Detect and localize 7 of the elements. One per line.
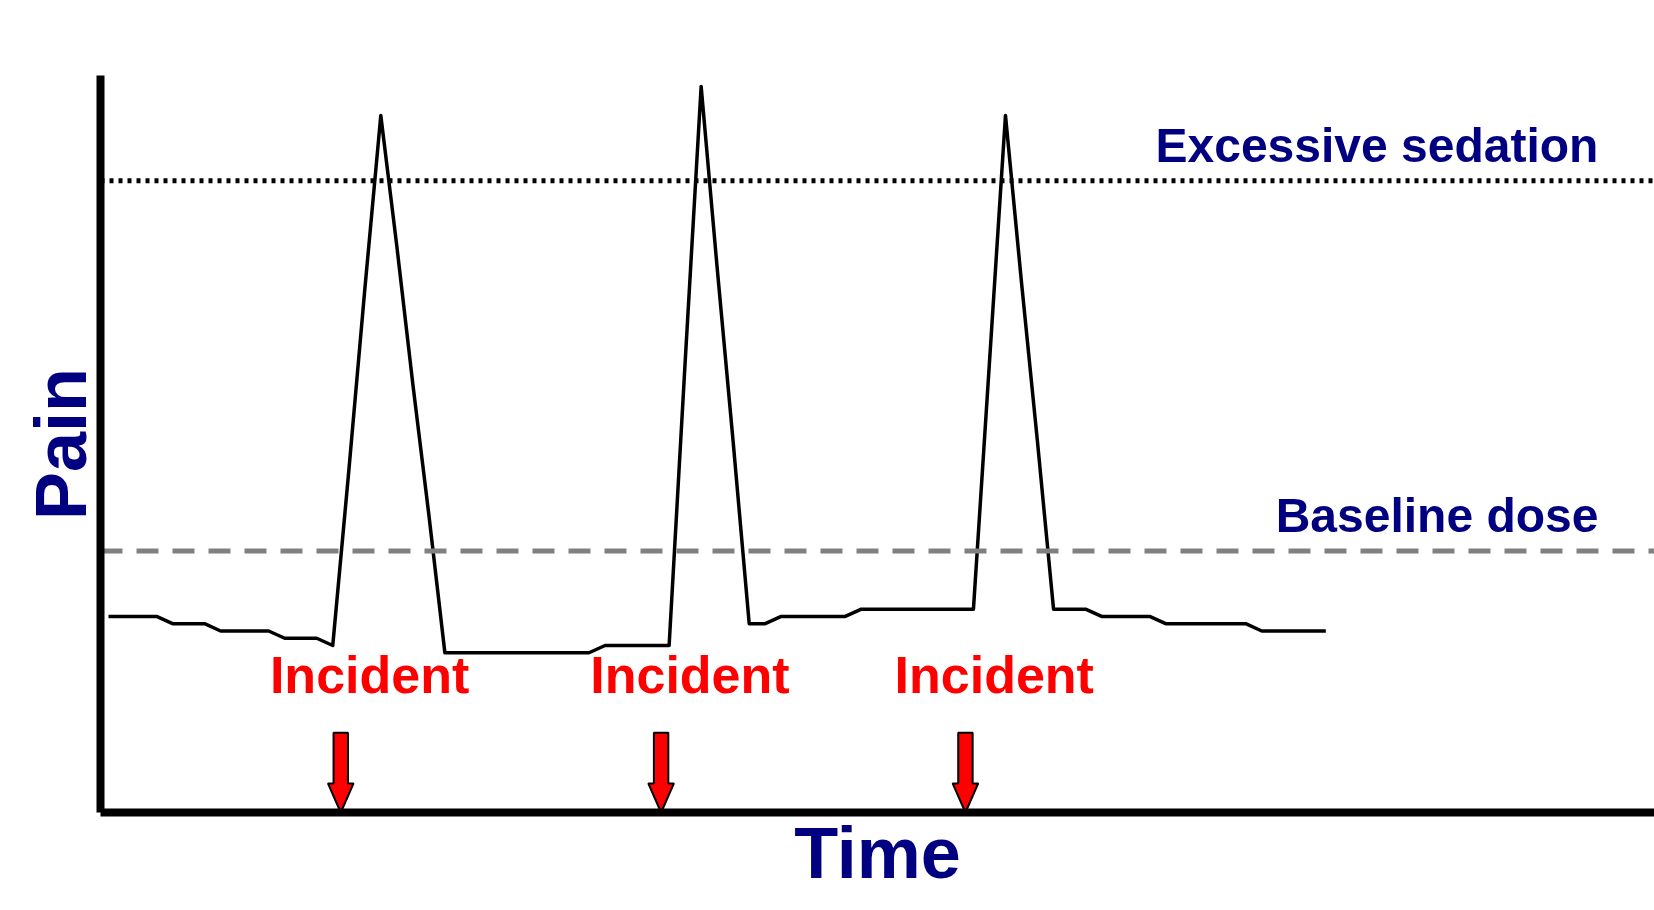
annotation: Incident <box>590 645 790 704</box>
x-axis-title: Time <box>794 812 961 893</box>
y-axis-title: Pain <box>20 367 101 521</box>
ref-line-label: Excessive sedation <box>1155 119 1599 173</box>
annotation: Incident <box>894 645 1094 704</box>
ref-line-label: Baseline dose <box>1275 489 1599 543</box>
annotation: Incident <box>269 645 470 704</box>
